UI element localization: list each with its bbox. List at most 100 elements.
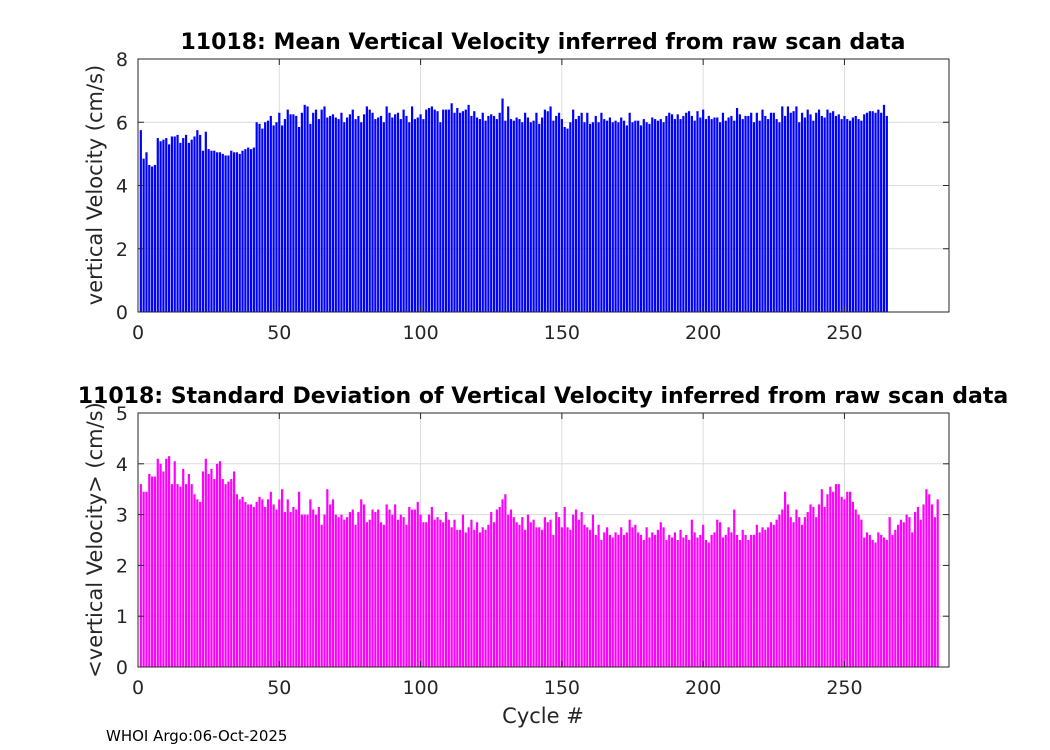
std-velocity-bar — [218, 461, 222, 667]
mean-velocity-bar — [603, 119, 606, 312]
mean-velocity-bar — [546, 111, 549, 313]
std-velocity-bar — [413, 509, 417, 667]
mean-velocity-bar — [744, 115, 747, 312]
std-velocity-xtick-label: 250 — [826, 677, 862, 699]
mean-velocity-bar — [337, 119, 340, 312]
mean-velocity-bar — [710, 119, 713, 312]
mean-velocity-chart: 0 50 100 150 200 250 0 2 4 6 8 11018: Mean Vertica… — [83, 30, 950, 344]
mean-velocity-bar — [885, 115, 888, 312]
std-velocity-bar — [453, 519, 456, 667]
mean-velocity-bar — [540, 117, 544, 312]
std-velocity-bar — [769, 522, 773, 667]
std-velocity-bar — [340, 514, 343, 667]
mean-velocity-bar — [843, 115, 846, 312]
mean-velocity-ytick-label: 0 — [116, 302, 128, 324]
mean-velocity-bar — [817, 109, 821, 312]
mean-velocity-bar — [767, 119, 770, 312]
mean-velocity-xtick-label: 0 — [132, 322, 144, 344]
mean-velocity-bar — [557, 112, 561, 312]
mean-velocity-bar — [566, 128, 569, 312]
std-velocity-bar — [439, 519, 442, 667]
std-velocity-bar — [334, 514, 337, 667]
mean-velocity-bar — [473, 111, 476, 313]
std-velocity-xtick-label: 150 — [544, 677, 580, 699]
std-velocity-bar — [459, 529, 462, 667]
std-velocity-bar — [730, 532, 733, 667]
std-velocity-bar — [549, 519, 552, 667]
std-velocity-bar — [820, 489, 823, 667]
std-velocity-bar — [145, 491, 148, 667]
mean-velocity-bar — [741, 119, 744, 312]
std-velocity-bar — [665, 540, 668, 667]
mean-velocity-ytick-label: 8 — [116, 49, 128, 71]
std-velocity-title: 11018: Standard Deviation of Vertical Ve… — [78, 384, 1008, 409]
mean-velocity-bar — [405, 115, 408, 312]
std-velocity-bar — [295, 509, 298, 667]
std-velocity-bar — [600, 540, 603, 667]
mean-velocity-bar — [323, 106, 326, 312]
std-velocity-bar — [312, 509, 315, 667]
mean-velocity-bar — [244, 149, 247, 312]
std-velocity-bar — [504, 494, 507, 667]
std-velocity-bar — [247, 504, 250, 667]
mean-velocity-bar — [343, 122, 346, 312]
std-velocity-bar — [286, 499, 289, 667]
std-velocity-bar — [617, 534, 620, 667]
std-velocity-bar — [394, 504, 397, 667]
std-velocity-bar — [427, 514, 431, 667]
std-velocity-bar — [639, 534, 643, 667]
std-velocity-bar — [365, 522, 368, 667]
std-velocity-bar — [258, 496, 261, 667]
std-velocity-bar — [891, 534, 894, 667]
std-velocity-bar — [179, 486, 182, 667]
std-velocity-bar — [614, 532, 617, 667]
std-velocity-bar — [648, 537, 651, 667]
mean-velocity-bar — [772, 112, 775, 312]
std-velocity-bar — [405, 524, 408, 667]
mean-velocity-bar — [145, 152, 148, 312]
std-velocity-bar — [834, 484, 838, 667]
mean-velocity-bar — [382, 122, 385, 312]
mean-velocity-bar — [184, 134, 188, 312]
mean-velocity-bar — [518, 119, 521, 312]
std-velocity-bar — [803, 517, 806, 667]
std-velocity-ticks: 0 50 100 150 200 250 0 1 2 3 4 5 — [116, 403, 949, 699]
mean-velocity-bar — [555, 115, 558, 312]
std-velocity-bar — [509, 509, 513, 667]
std-velocity-bar — [874, 542, 877, 667]
std-velocity-bar — [634, 524, 637, 667]
std-velocity-bar — [444, 512, 448, 667]
std-velocity-bar — [391, 514, 394, 667]
mean-velocity-bar — [394, 114, 397, 312]
mean-velocity-bar — [396, 112, 400, 312]
mean-velocity-bar — [153, 164, 157, 312]
mean-velocity-bar — [167, 144, 171, 312]
mean-velocity-bar — [574, 119, 578, 312]
mean-velocity-bar — [687, 111, 691, 313]
std-velocity-bar — [611, 537, 614, 667]
std-velocity-bar — [221, 479, 224, 667]
std-velocity-bar — [529, 522, 532, 667]
mean-velocity-bar — [255, 122, 258, 312]
std-velocity-bar — [518, 524, 521, 667]
mean-velocity-bar — [809, 114, 812, 312]
mean-velocity-bar — [512, 120, 515, 312]
mean-velocity-bar — [365, 106, 368, 312]
std-velocity-bar — [317, 506, 320, 667]
mean-velocity-bar — [668, 112, 671, 312]
mean-velocity-bar — [834, 115, 838, 312]
mean-velocity-bar — [699, 117, 702, 312]
std-velocity-bar — [877, 532, 880, 667]
std-velocity-bar — [374, 512, 377, 667]
mean-velocity-bar — [591, 122, 595, 312]
mean-velocity-bar — [716, 117, 719, 312]
std-velocity-ytick-label: 1 — [116, 606, 128, 628]
mean-velocity-bar — [165, 138, 168, 312]
mean-velocity-bar — [354, 119, 357, 312]
mean-velocity-bar — [659, 119, 662, 312]
mean-velocity-bar — [281, 125, 284, 312]
std-velocity-bar — [546, 522, 549, 667]
std-velocity-bar — [430, 506, 433, 667]
mean-velocity-bar — [617, 122, 620, 312]
mean-velocity-bar — [639, 125, 643, 312]
